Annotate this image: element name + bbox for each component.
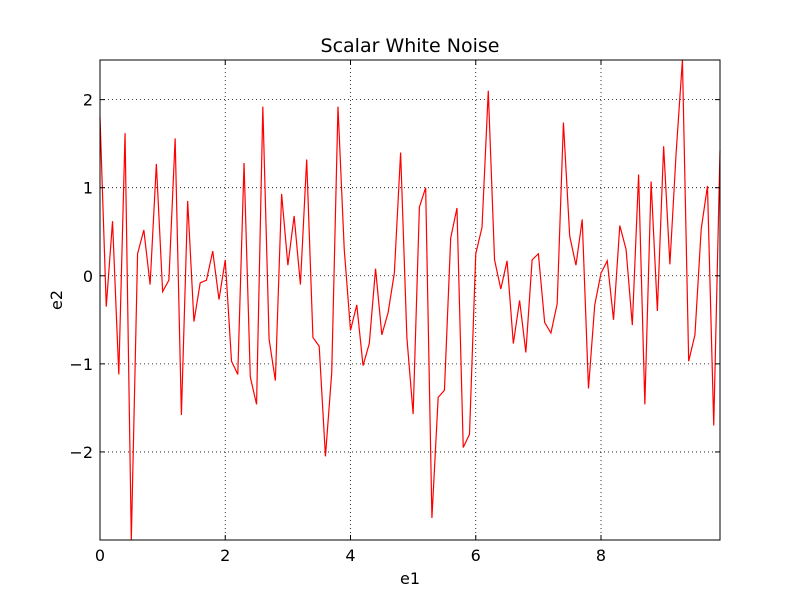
series-line xyxy=(99,59,721,541)
plot-frame xyxy=(99,59,721,541)
chart-title: Scalar White Noise xyxy=(321,35,500,57)
x-tick-label: 8 xyxy=(596,546,606,565)
plot-area xyxy=(100,60,720,540)
y-axis-title: e2 xyxy=(47,290,66,310)
x-tick-label: 6 xyxy=(471,546,481,565)
x-tick-label: 0 xyxy=(95,546,105,565)
y-tick-label: 0 xyxy=(83,267,93,286)
y-tick-label: 2 xyxy=(83,91,93,110)
y-tick-label: −1 xyxy=(69,355,93,374)
plot-clip-group xyxy=(99,59,721,541)
ticks: 0 2 4 6 8 2 1 0 −1 −2 xyxy=(69,60,720,565)
x-tick-label: 4 xyxy=(345,546,355,565)
x-axis-title: e1 xyxy=(400,569,420,588)
y-tick-label: 1 xyxy=(83,179,93,198)
x-tick-label: 2 xyxy=(220,546,230,565)
y-tick-label: −2 xyxy=(69,443,93,462)
